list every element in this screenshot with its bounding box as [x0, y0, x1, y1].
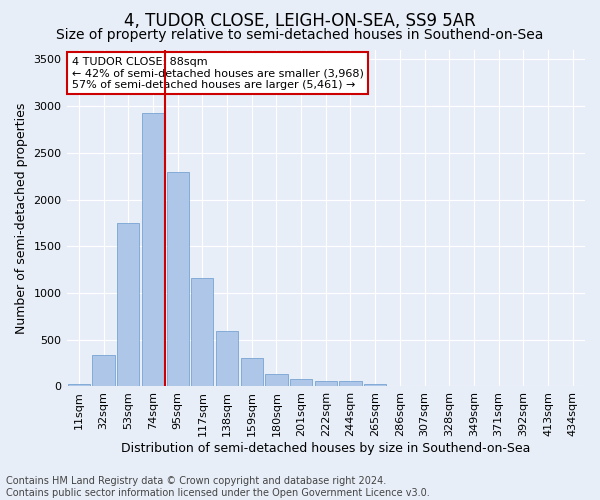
- X-axis label: Distribution of semi-detached houses by size in Southend-on-Sea: Distribution of semi-detached houses by …: [121, 442, 530, 455]
- Bar: [364, 384, 386, 386]
- Bar: [191, 278, 214, 386]
- Bar: [117, 223, 139, 386]
- Bar: [92, 354, 115, 386]
- Text: Contains HM Land Registry data © Crown copyright and database right 2024.
Contai: Contains HM Land Registry data © Crown c…: [6, 476, 430, 498]
- Bar: [68, 384, 90, 386]
- Y-axis label: Number of semi-detached properties: Number of semi-detached properties: [15, 102, 28, 334]
- Bar: [216, 332, 238, 386]
- Text: 4 TUDOR CLOSE: 88sqm
← 42% of semi-detached houses are smaller (3,968)
57% of se: 4 TUDOR CLOSE: 88sqm ← 42% of semi-detac…: [72, 56, 364, 90]
- Bar: [142, 112, 164, 386]
- Bar: [241, 358, 263, 386]
- Text: 4, TUDOR CLOSE, LEIGH-ON-SEA, SS9 5AR: 4, TUDOR CLOSE, LEIGH-ON-SEA, SS9 5AR: [124, 12, 476, 30]
- Bar: [340, 382, 362, 386]
- Bar: [167, 172, 189, 386]
- Bar: [265, 374, 287, 386]
- Bar: [290, 380, 312, 386]
- Text: Size of property relative to semi-detached houses in Southend-on-Sea: Size of property relative to semi-detach…: [56, 28, 544, 42]
- Bar: [314, 381, 337, 386]
